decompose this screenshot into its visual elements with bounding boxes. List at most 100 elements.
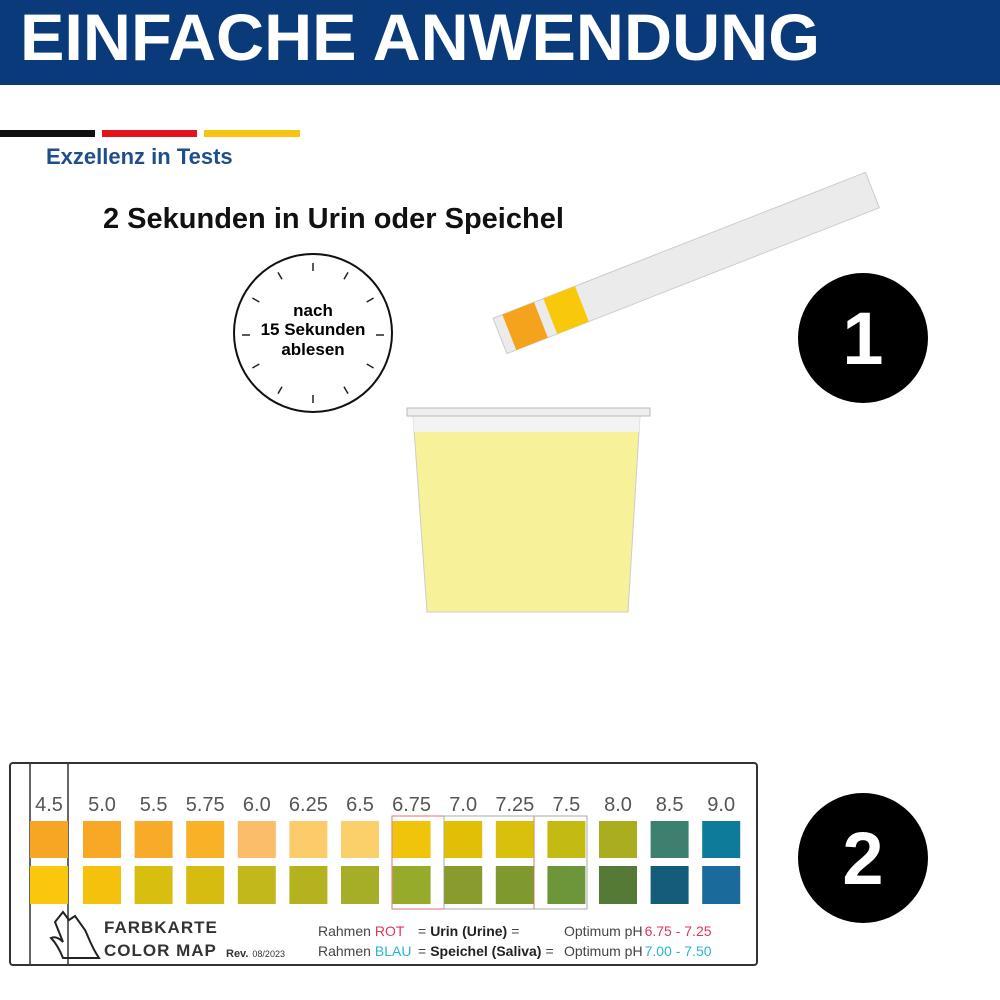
ph-label: 5.0 bbox=[88, 794, 116, 816]
legend-eq1: = bbox=[418, 923, 426, 939]
header-band bbox=[0, 0, 1000, 85]
swatch-bottom bbox=[186, 866, 225, 904]
swatch-bottom bbox=[134, 866, 173, 904]
clock-tick bbox=[252, 363, 260, 369]
swatch-bottom bbox=[341, 866, 379, 904]
legend-frame: Rahmen bbox=[318, 923, 371, 939]
legend-line: Rahmen ROT = Urin (Urine) = Optimum pH 6.75 - … bbox=[318, 923, 712, 939]
legend-medium: Speichel (Saliva) bbox=[430, 943, 541, 959]
test-strip bbox=[492, 171, 881, 355]
swatch-bottom bbox=[444, 866, 483, 904]
step-badge bbox=[798, 793, 928, 923]
header-title: EINFACHE ANWENDUNG bbox=[20, 0, 820, 74]
strip-pad bbox=[543, 286, 589, 334]
strip-pad bbox=[502, 302, 548, 351]
legend-medium: Urin (Urine) bbox=[430, 923, 507, 939]
legend-eq2: = bbox=[511, 923, 519, 939]
cup bbox=[406, 407, 651, 613]
ph-label: 4.5 bbox=[35, 794, 63, 816]
ph-label: 6.5 bbox=[346, 794, 374, 816]
cup-liquid bbox=[412, 414, 641, 613]
ph-label: 6.25 bbox=[289, 794, 328, 816]
swatch-bottom bbox=[702, 866, 741, 904]
card-frame bbox=[9, 762, 758, 966]
strip-body bbox=[492, 171, 881, 355]
clock-tick bbox=[343, 272, 349, 280]
step-number: 1 bbox=[842, 297, 883, 380]
swatch-top bbox=[495, 821, 534, 858]
hand-icon bbox=[49, 910, 101, 959]
clock-tick bbox=[252, 297, 260, 303]
rev-date: 08/2023 bbox=[252, 949, 285, 959]
swatch-top bbox=[341, 821, 379, 858]
swatch-top bbox=[392, 821, 431, 858]
card-title: FARBKARTE bbox=[104, 918, 218, 937]
swatch-bottom bbox=[495, 866, 534, 904]
card-title: COLOR MAP bbox=[104, 941, 217, 960]
legend-frame: Rahmen bbox=[318, 943, 371, 959]
swatch-top bbox=[30, 821, 68, 858]
swatch-bottom bbox=[650, 866, 689, 904]
ph-label: 7.25 bbox=[495, 794, 534, 816]
swatch-bottom bbox=[599, 866, 637, 904]
legend-color-word: BLAU bbox=[375, 943, 412, 959]
clock-text: ablesen bbox=[281, 340, 344, 359]
swatch-top bbox=[83, 821, 121, 858]
ph-label: 8.0 bbox=[604, 794, 632, 816]
rev-prefix: Rev. bbox=[226, 948, 248, 960]
ph-label: 9.0 bbox=[707, 794, 735, 816]
swatch-bottom bbox=[30, 866, 68, 904]
swatch-top bbox=[650, 821, 689, 858]
legend-eq2: = bbox=[545, 943, 553, 959]
ph-label: 7.0 bbox=[449, 794, 477, 816]
legend-optimum: Optimum pH bbox=[564, 943, 643, 959]
cup-rim bbox=[406, 407, 651, 417]
swatch-top bbox=[237, 821, 276, 858]
step-badge bbox=[798, 273, 928, 403]
legend-optimum: Optimum pH bbox=[564, 923, 643, 939]
swatch-bottom bbox=[289, 866, 328, 904]
swatch-bottom bbox=[237, 866, 276, 904]
cup-top bbox=[413, 415, 640, 432]
clock-text: 15 Sekunden bbox=[261, 320, 366, 339]
swatch-top bbox=[702, 821, 741, 858]
swatch-top bbox=[547, 821, 586, 858]
clock-tick bbox=[366, 363, 374, 369]
clock: nach 15 Sekunden ablesen bbox=[233, 253, 393, 413]
instruction: 2 Sekunden in Urin oder Speichel bbox=[103, 203, 564, 235]
ph-label: 5.75 bbox=[186, 794, 225, 816]
swatch-top bbox=[444, 821, 483, 858]
ph-label: 8.5 bbox=[656, 794, 684, 816]
swatch-top bbox=[186, 821, 225, 858]
blue-frame bbox=[443, 815, 588, 910]
clock-tick bbox=[343, 386, 349, 394]
legend-eq1: = bbox=[418, 943, 426, 959]
swatch-bottom bbox=[547, 866, 586, 904]
legend-range: 7.00 - 7.50 bbox=[645, 943, 712, 959]
ph-label: 7.5 bbox=[552, 794, 580, 816]
clock-tick bbox=[366, 297, 374, 303]
revision: Rev. 08/2023 bbox=[226, 948, 285, 960]
swatch-top bbox=[599, 821, 637, 858]
clock-text: nach bbox=[293, 301, 333, 320]
ph-label: 6.75 bbox=[392, 794, 431, 816]
flag-red bbox=[102, 130, 197, 137]
swatch-top bbox=[289, 821, 328, 858]
legend-color-word: ROT bbox=[375, 923, 405, 939]
flag-gold bbox=[204, 130, 300, 137]
legend-line: Rahmen BLAU = Speichel (Saliva) = Optimum pH 7… bbox=[318, 943, 712, 959]
step-number: 2 bbox=[842, 817, 883, 900]
color-map: FARBKARTE COLOR MAP Rev. 08/2023 4.5 5.0 5.… bbox=[9, 762, 758, 966]
clock-tick bbox=[277, 386, 283, 394]
flag-black bbox=[0, 130, 95, 137]
swatch-bottom bbox=[392, 866, 431, 904]
clock-tick bbox=[277, 272, 283, 280]
swatch-bottom bbox=[83, 866, 121, 904]
ph-label: 6.0 bbox=[243, 794, 271, 816]
legend-range: 6.75 - 7.25 bbox=[645, 923, 712, 939]
clock-face bbox=[233, 253, 393, 413]
tagline: Exzellenz in Tests bbox=[46, 144, 233, 169]
swatch-top bbox=[134, 821, 173, 858]
